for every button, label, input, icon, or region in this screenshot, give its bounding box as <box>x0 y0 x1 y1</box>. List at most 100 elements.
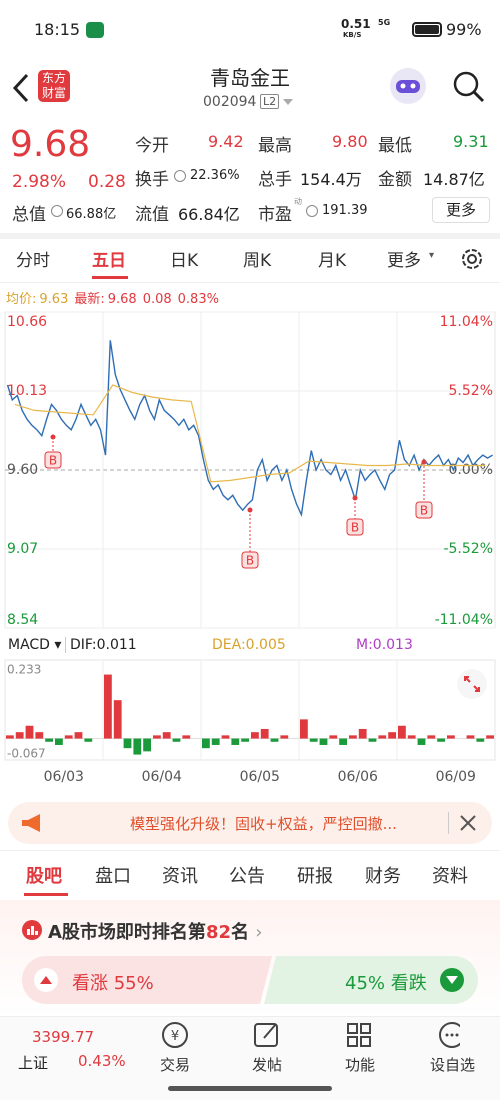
bull-area[interactable] <box>22 956 272 1004</box>
macd-bar <box>447 735 455 739</box>
macd-tick-label: 0.233 <box>7 663 41 677</box>
macd-bar <box>6 735 14 739</box>
chart-tab[interactable]: 日K <box>170 251 199 271</box>
macd-bar <box>84 738 93 742</box>
field-value: 9.31 <box>453 132 489 151</box>
y-tick-label: 9.60 <box>7 462 38 478</box>
info-icon[interactable] <box>174 170 186 182</box>
close-button[interactable] <box>458 813 478 833</box>
rank-text[interactable]: A股市场即时排名第82名 › <box>48 922 263 943</box>
bear-label: 看跌 <box>390 973 427 994</box>
field-value: 66.84亿 <box>178 205 240 224</box>
price-line <box>14 384 486 483</box>
y-tick-label: 8.54 <box>7 612 38 628</box>
dropdown-icon[interactable] <box>282 97 294 107</box>
chart-tab[interactable]: 周K <box>243 251 272 271</box>
content-tab[interactable]: 资料 <box>432 866 468 887</box>
index-value[interactable]: 3399.77 <box>32 1028 95 1046</box>
last-price: 9.68 <box>10 124 91 165</box>
promo-banner[interactable] <box>8 802 492 844</box>
y-tick-label: 10.13 <box>7 383 47 399</box>
expand-button[interactable] <box>456 668 488 700</box>
field-value: 191.39 <box>322 203 368 218</box>
battery-icon <box>412 22 442 37</box>
macd-tick-label: -0.067 <box>7 747 46 761</box>
macd-bar <box>123 738 132 749</box>
field-value: 22.36% <box>190 168 240 183</box>
back-button[interactable] <box>10 72 32 104</box>
bear-area[interactable] <box>264 956 478 1004</box>
macd-bar <box>143 738 151 752</box>
macd-dea: DEA:0.005 <box>212 637 286 653</box>
macd-bar <box>45 738 53 742</box>
latest-label: 最新: <box>74 292 105 307</box>
info-line: 均价: 9.63 最新: 9.68 0.08 0.83% <box>6 288 219 307</box>
macd-bar <box>25 725 34 739</box>
content-tab[interactable]: 财务 <box>365 866 401 887</box>
macd-bar <box>339 738 347 745</box>
nav-item[interactable]: 交易 <box>160 1056 191 1074</box>
megaphone-icon <box>22 814 40 832</box>
assistant-avatar[interactable] <box>388 66 428 106</box>
avg-value: 9.63 <box>39 292 69 307</box>
net-unit: KB/S <box>343 31 362 39</box>
nav-item[interactable]: 设自选 <box>430 1056 476 1074</box>
macd-bar <box>427 735 436 739</box>
latest-value: 9.68 <box>107 292 137 307</box>
latest-percent: 0.83% <box>177 292 219 307</box>
home-indicator <box>168 1086 332 1091</box>
divider <box>0 850 500 851</box>
nav-item[interactable]: 功能 <box>345 1056 376 1074</box>
latest-change: 0.08 <box>142 292 172 307</box>
signal-badge <box>44 451 62 469</box>
field-label: 换手 <box>135 170 169 190</box>
nav-item[interactable]: 发帖 <box>252 1056 283 1074</box>
bear-text: 45% 看跌 <box>345 969 427 995</box>
macd-bar <box>358 728 367 739</box>
content-tab[interactable]: 公告 <box>229 866 265 887</box>
change-amount: 0.28 <box>88 172 126 192</box>
macd-bar <box>398 725 406 739</box>
content-tab[interactable]: 盘口 <box>95 866 131 887</box>
field-value: 154.4万 <box>300 170 362 189</box>
content-tab[interactable]: 研报 <box>297 866 333 887</box>
signal-label: B <box>420 504 428 518</box>
macd-bar <box>113 700 122 739</box>
field-label: 市盈 <box>258 205 292 225</box>
macd-bar <box>486 735 494 739</box>
chart-tab[interactable]: 更多 <box>387 251 421 271</box>
macd-bar <box>270 738 279 742</box>
macd-bar <box>476 738 485 742</box>
price-line <box>6 340 493 518</box>
banner-text: 模型强化升级！固收+权益，严控回撤... <box>130 815 397 833</box>
x-tick-label: 06/04 <box>142 769 182 785</box>
macd-bar <box>15 732 24 739</box>
info-icon[interactable] <box>306 205 318 217</box>
pe-mark: 动 <box>294 197 302 206</box>
x-tick-label: 06/05 <box>240 769 280 785</box>
field-label: 最高 <box>258 136 292 156</box>
info-icon[interactable] <box>51 205 63 217</box>
bear-percent: 45% <box>345 973 386 994</box>
field-label: 总手 <box>258 170 292 190</box>
logo-text: 东方 <box>41 71 66 85</box>
search-button[interactable] <box>452 70 486 104</box>
rank-number: 82 <box>205 922 231 943</box>
more-button[interactable]: 更多 <box>432 197 490 223</box>
macd-selector[interactable]: MACD ▾ <box>8 637 67 653</box>
divider <box>0 233 500 239</box>
stock-code: 002094 <box>203 94 257 110</box>
chart-tab[interactable]: 月K <box>318 251 347 271</box>
macd-bar <box>64 735 73 739</box>
y2-tick-label: -5.52% <box>443 541 493 557</box>
settings-button[interactable] <box>458 245 486 273</box>
y2-tick-label: -11.04% <box>435 612 493 628</box>
content-tab[interactable]: 资讯 <box>162 866 198 887</box>
chart-tab[interactable]: 五日 <box>92 251 126 271</box>
macd-bar <box>55 738 63 745</box>
chart-tab[interactable]: 分时 <box>16 251 50 271</box>
field-label: 今开 <box>135 136 169 156</box>
macd-bar <box>309 738 318 742</box>
content-tab[interactable]: 股吧 <box>26 866 62 887</box>
